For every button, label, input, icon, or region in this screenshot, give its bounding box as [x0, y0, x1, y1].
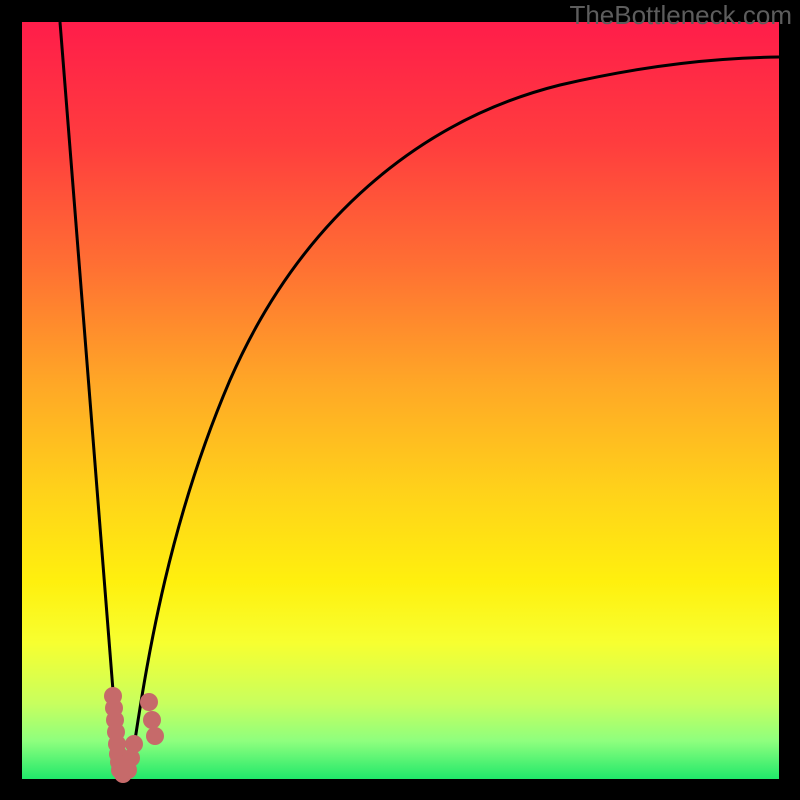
left-curve	[60, 22, 120, 779]
chart-container: TheBottleneck.com	[0, 0, 800, 800]
data-point	[125, 735, 143, 753]
curves-layer	[0, 0, 800, 800]
data-point	[146, 727, 164, 745]
data-point	[140, 693, 158, 711]
watermark-text: TheBottleneck.com	[569, 0, 792, 31]
right-curve	[127, 57, 779, 779]
